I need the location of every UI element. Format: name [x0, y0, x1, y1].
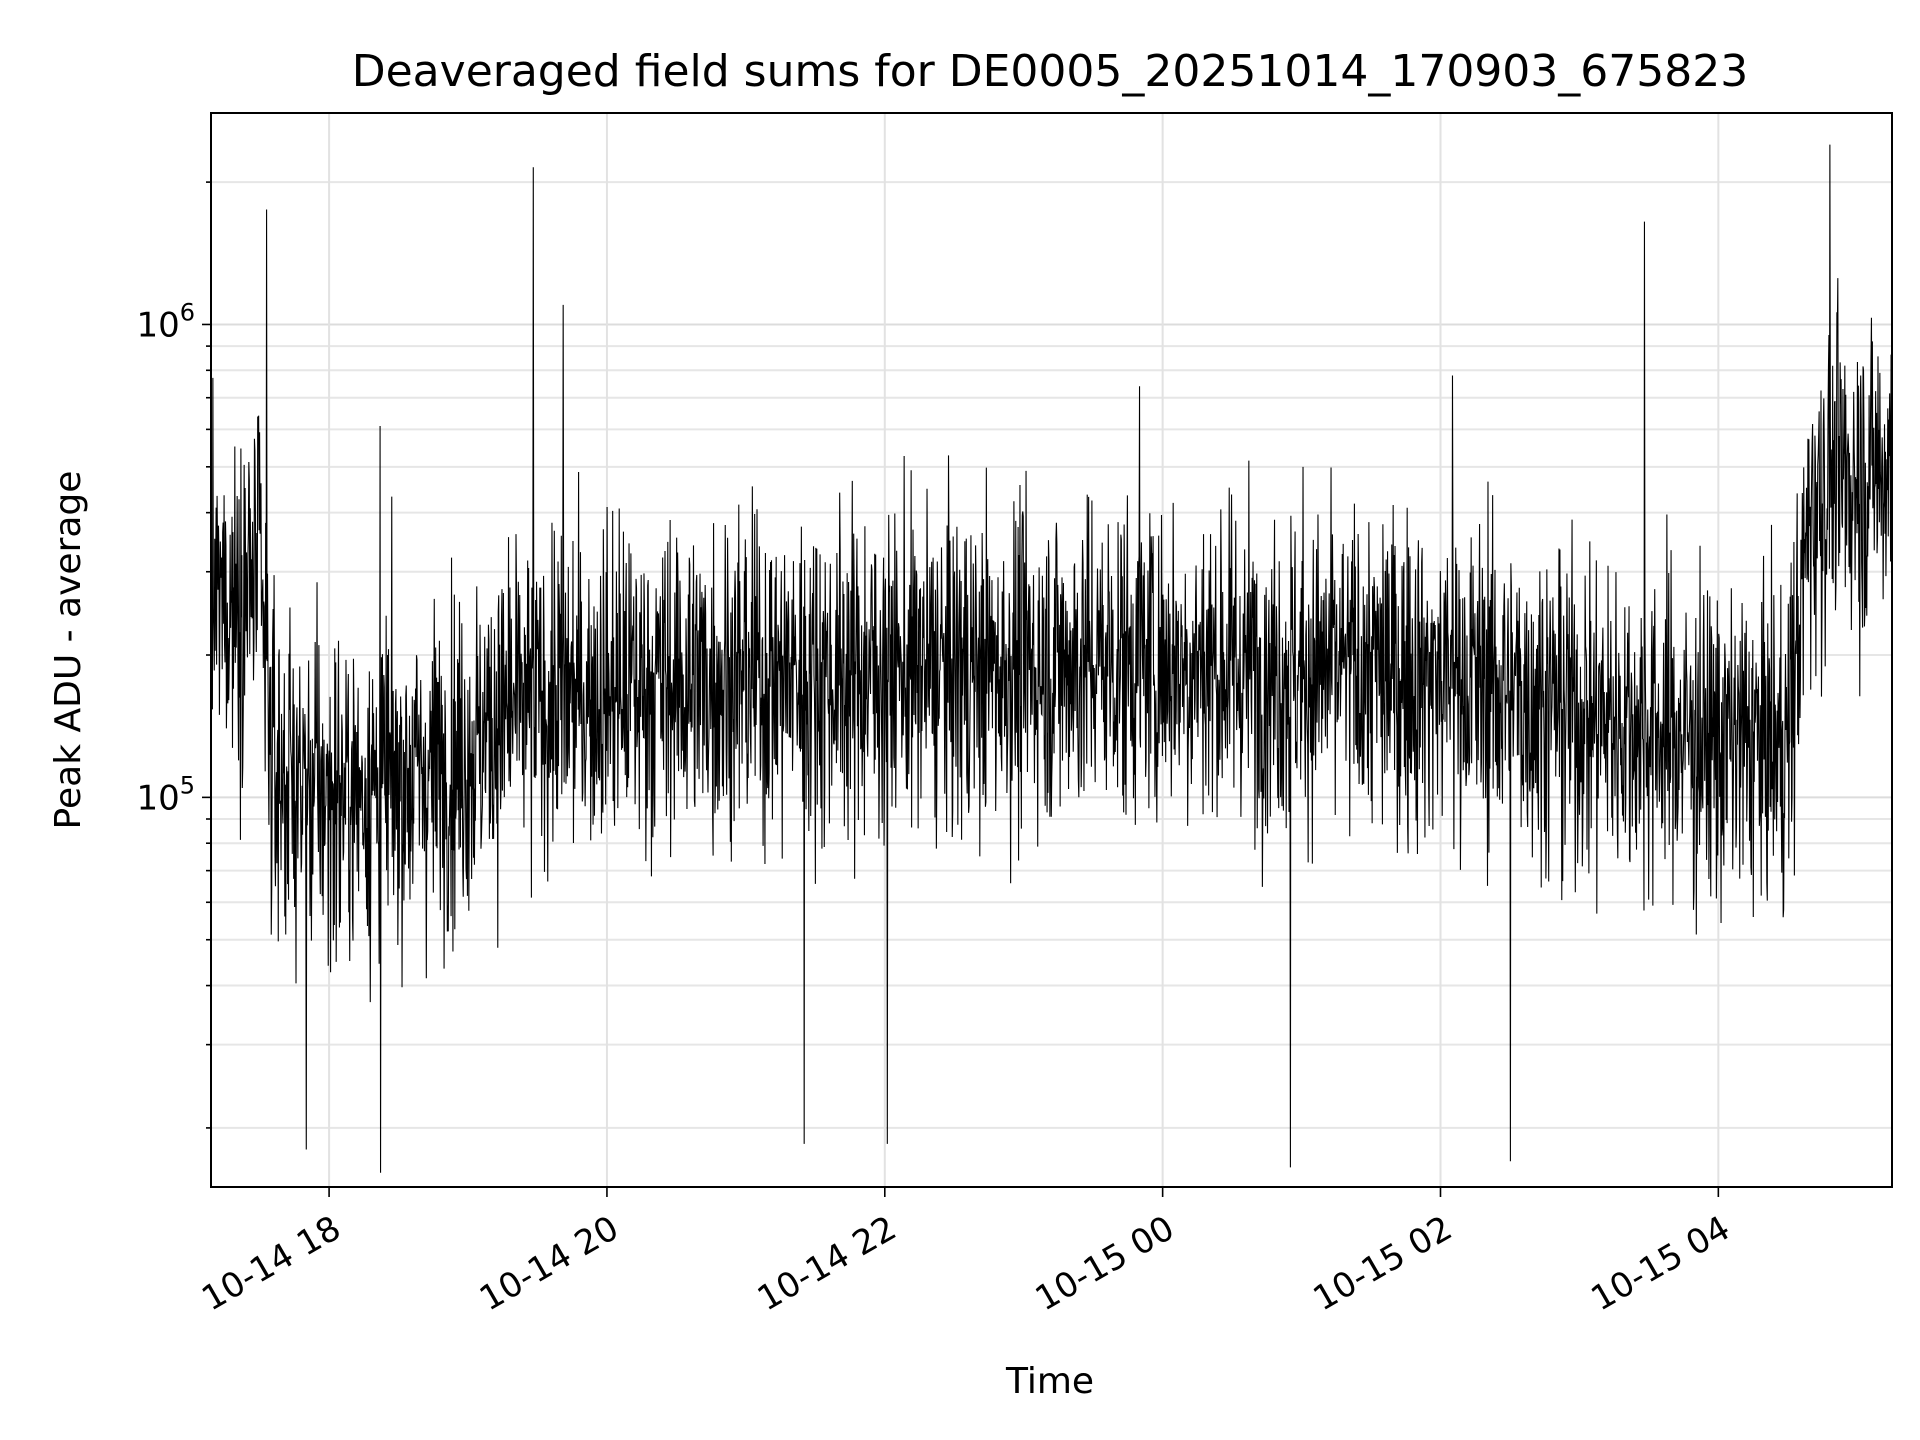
- y-tick-label: 106: [136, 298, 195, 345]
- series-group: [210, 144, 1893, 1173]
- chart-title: Deaveraged field sums for DE0005_2025101…: [352, 46, 1749, 97]
- y-tick-label: 105: [136, 771, 195, 818]
- data-series-line: [210, 144, 1893, 1173]
- y-axis-label: Peak ADU - average: [48, 471, 89, 830]
- plot-frame: [210, 112, 1893, 1188]
- x-axis-label: Time: [1005, 1361, 1094, 1402]
